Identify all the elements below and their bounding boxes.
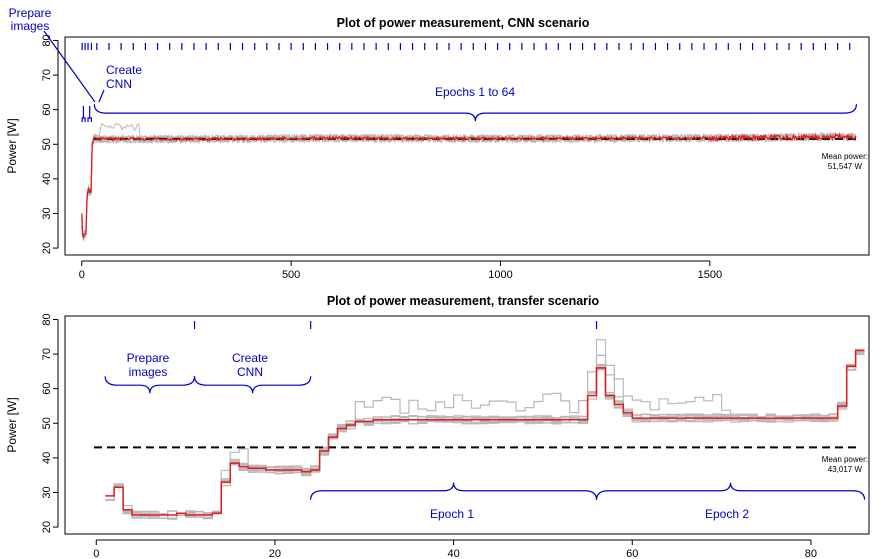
phase-brackets-transfer <box>104 376 866 500</box>
transfer-epoch2-brace <box>595 482 866 500</box>
transfer-x-tick-label: 20 <box>269 548 281 559</box>
cnn-y-tick-label: 30 <box>41 207 53 219</box>
transfer-x-tick-label: 80 <box>805 548 817 559</box>
cnn-y-tick-label: 50 <box>41 138 53 150</box>
transfer-x-tick-label: 60 <box>626 548 638 559</box>
cnn-x-tick-label: 500 <box>282 269 300 281</box>
annotation-epoch-1: Epoch 1 <box>430 507 474 521</box>
cnn-y-tick-label: 40 <box>41 173 53 185</box>
annotation-prepare-images-cnn-2: images <box>11 19 50 33</box>
cnn-replicate-trace <box>81 131 857 239</box>
y-axis-label-cnn: Power [W] <box>5 118 19 173</box>
cnn-y-tick-label: 20 <box>41 242 53 254</box>
transfer-create-brace <box>193 376 312 394</box>
annotation-create-pointer-cnn <box>98 89 105 103</box>
mean-label-cnn-2: 51,547 W <box>828 162 863 171</box>
power-series-transfer <box>105 349 865 516</box>
annotation-prepare-images-transfer-1: Prepare <box>127 351 170 365</box>
cnn-replicate-trace <box>81 131 857 241</box>
transfer-replicate-trace <box>105 348 865 520</box>
annotation-create-cnn-1: Create <box>106 63 142 77</box>
cnn-replicate-trace <box>81 131 856 240</box>
mean-label-transfer-1: Mean power: <box>822 455 868 464</box>
annotation-prepare-images-cnn-1: Prepare <box>9 6 52 20</box>
transfer-y-tick-label: 80 <box>41 313 53 325</box>
chart-title-cnn: Plot of power measurement, CNN scenario <box>337 16 590 30</box>
transfer-series-line <box>105 349 865 516</box>
cnn-x-tick-label: 1000 <box>488 269 512 281</box>
transfer-y-tick-label: 40 <box>41 452 53 464</box>
transfer-epoch1-brace <box>310 482 598 500</box>
y-axis-transfer: 20 30 40 50 60 70 80 <box>41 313 59 533</box>
cnn-y-tick-label: 70 <box>41 69 53 81</box>
cnn-create-bracket <box>87 117 92 122</box>
transfer-replicate-trace <box>105 352 865 519</box>
annotation-prepare-pointer-cnn <box>43 30 96 103</box>
cnn-replicate-trace <box>81 132 857 240</box>
y-axis-cnn: 20 30 40 50 60 70 80 <box>41 34 59 254</box>
transfer-y-tick-label: 60 <box>41 383 53 395</box>
cnn-epochs-brace <box>93 104 858 122</box>
replicate-traces-transfer <box>105 339 865 520</box>
transfer-replicate-trace <box>105 339 865 520</box>
mean-label-transfer-2: 43,017 W <box>828 465 863 474</box>
power-series-cnn <box>81 131 857 238</box>
cnn-series-line <box>81 131 857 238</box>
cnn-replicate-trace <box>81 131 857 242</box>
transfer-y-tick-label: 20 <box>41 521 53 533</box>
y-axis-label-transfer: Power [W] <box>5 397 19 452</box>
transfer-prepare-brace <box>104 376 196 394</box>
cnn-y-tick-label: 80 <box>41 34 53 46</box>
annotation-create-cnn-2: CNN <box>106 77 132 91</box>
transfer-y-tick-label: 30 <box>41 486 53 498</box>
plot-frame-cnn <box>64 36 870 256</box>
cnn-y-tick-label: 60 <box>41 104 53 116</box>
replicate-traces-cnn <box>81 122 857 242</box>
epoch-marks-transfer <box>193 321 598 329</box>
annotation-create-cnn-transfer-1: Create <box>232 351 268 365</box>
x-axis-cnn: 0 500 1000 1500 <box>79 260 722 281</box>
cnn-prepare-bracket <box>81 117 86 122</box>
epoch-marks-cnn <box>81 43 851 50</box>
phase-brackets-cnn <box>81 104 858 122</box>
transfer-x-tick-label: 40 <box>447 548 459 559</box>
transfer-y-tick-label: 50 <box>41 417 53 429</box>
chart-title-transfer: Plot of power measurement, transfer scen… <box>327 294 600 308</box>
annotation-prepare-images-transfer-2: images <box>129 365 168 379</box>
transfer-replicate-trace <box>105 353 865 520</box>
transfer-power-chart: Plot of power measurement, transfer scen… <box>5 294 870 559</box>
cnn-x-tick-label: 1500 <box>698 269 722 281</box>
x-axis-transfer: 0 20 40 60 80 <box>93 539 817 559</box>
cnn-replicate-trace <box>81 132 856 240</box>
transfer-replicate-trace <box>105 353 865 520</box>
transfer-replicate-trace <box>105 351 865 520</box>
plot-frame-transfer <box>64 315 870 535</box>
cnn-x-tick-label: 0 <box>79 269 85 281</box>
cnn-power-chart: Plot of power measurement, CNN scenario … <box>5 6 870 281</box>
transfer-replicate-trace <box>105 353 865 520</box>
annotation-epoch-2: Epoch 2 <box>705 507 749 521</box>
cnn-replicate-trace <box>81 131 856 239</box>
transfer-y-tick-label: 70 <box>41 348 53 360</box>
transfer-x-tick-label: 0 <box>93 548 99 559</box>
transfer-replicate-trace <box>105 353 865 519</box>
annotation-create-cnn-transfer-2: CNN <box>237 365 263 379</box>
transfer-replicate-trace <box>105 353 865 520</box>
annotation-epochs-cnn: Epochs 1 to 64 <box>435 85 515 99</box>
mean-label-cnn-1: Mean power: <box>822 152 868 161</box>
